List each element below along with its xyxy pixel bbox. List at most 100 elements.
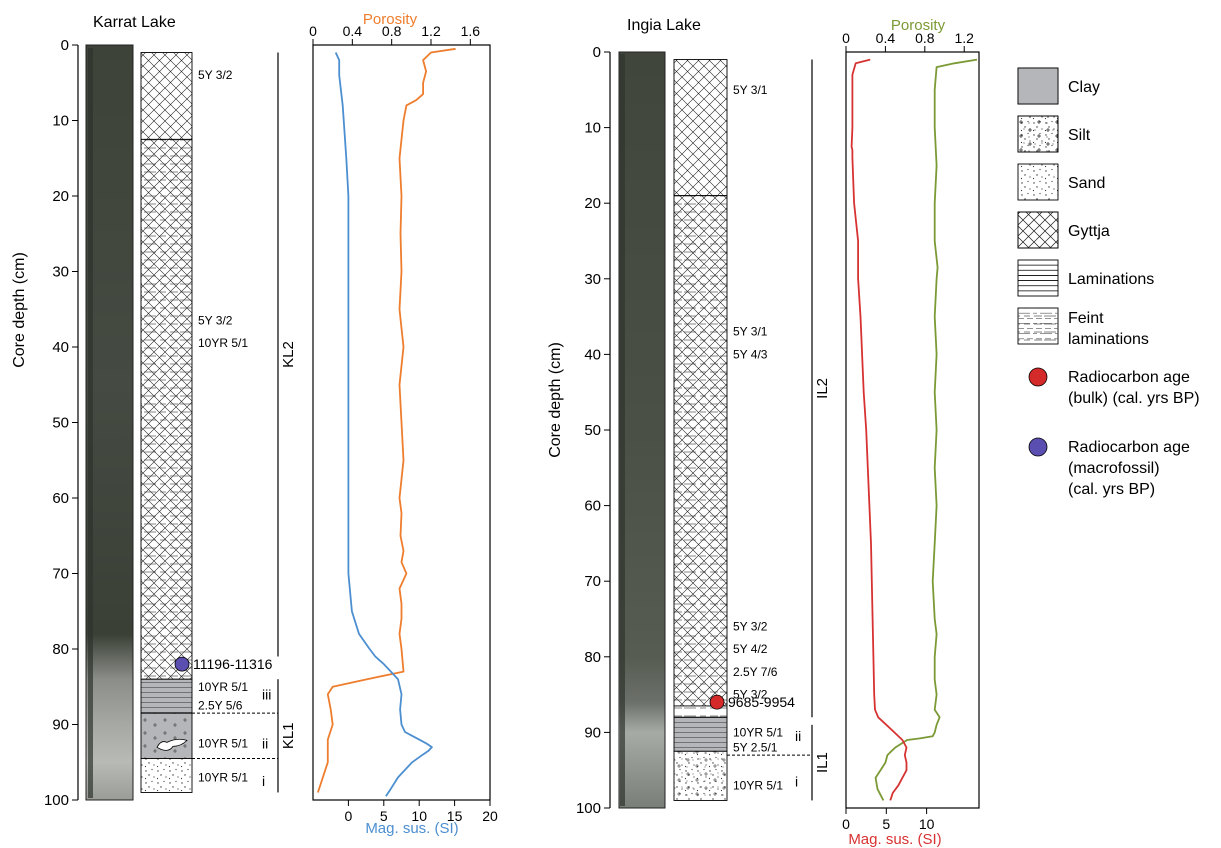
depth-axis-karrat: 0 10 20 30 40 50 60 70 80 90 100 Core depth (cm): [11, 37, 79, 809]
legend-label-line: Radiocarbon age: [1068, 369, 1190, 386]
unit-label: KL2: [280, 341, 297, 368]
date-label: 9685-9954: [728, 694, 795, 710]
depth-tick-label: 80: [584, 649, 601, 666]
legend-label-silt: Silt: [1068, 127, 1091, 144]
facies-gyttja_feint-layer-1: [674, 195, 727, 706]
legend-label-line: laminations: [1068, 331, 1149, 348]
radiocarbon-dates-ingia: 9685-9954: [709, 694, 795, 710]
subunit-label: iii: [262, 686, 271, 702]
site-title-karrat: Karrat Lake: [93, 14, 176, 31]
depth-tick-label: 100: [576, 800, 601, 817]
plot-series-ingia: [850, 58, 978, 801]
porosity-tick-label: 0: [842, 30, 850, 46]
depth-tick-label: 40: [52, 339, 69, 356]
depth-tick-label: 10: [584, 120, 601, 137]
facies-gyttja_feint-layer-1: [141, 139, 192, 680]
porosity-tick-label: 0.4: [343, 23, 363, 39]
depth-tick-label: 60: [52, 490, 69, 507]
plot-karrat: Porosity Mag. sus. (SI) 0 0.4 0.8 1.2 1.6 0 5 1…: [309, 11, 498, 837]
core-photo-karrat: [85, 44, 134, 801]
legend-swatch-feint-layer-0: [1018, 308, 1058, 344]
legend-swatch-sand-layer-0: [1018, 164, 1058, 200]
depth-ticks-karrat: 0 10 20 30 40 50 60 70 80 90 100: [44, 37, 78, 809]
magsus-tick-label: 15: [447, 808, 463, 824]
legend-label-sand: Sand: [1068, 175, 1105, 192]
depth-tick-label: 100: [44, 792, 69, 809]
depth-axis-label-karrat: Core depth (cm): [11, 252, 28, 368]
porosity-tick-label: 0.8: [915, 30, 935, 46]
facies-clay_silt-layer-1: [141, 713, 192, 759]
legend-label-feint: Feint laminations: [1068, 310, 1149, 348]
porosity-axis-title-karrat: Porosity: [363, 11, 418, 28]
colour-code: 5Y 3/2: [733, 620, 768, 634]
subunit-label: ii: [795, 728, 801, 744]
plot-series-karrat: [317, 47, 456, 797]
legend-label-line: Radiocarbon age: [1068, 439, 1190, 456]
magsus-axis-title-karrat: Mag. sus. (SI): [365, 820, 458, 837]
legend-label-line: Sand: [1068, 175, 1105, 192]
legend-swatch-laminations-outline: [1017, 259, 1059, 297]
legend-label-clay: Clay: [1068, 79, 1100, 96]
unit-label: KL1: [280, 722, 297, 749]
legend-label-bulk: Radiocarbon age (bulk) (cal. yrs BP): [1068, 369, 1200, 407]
legend: Clay Silt Sand Gyttja Laminations Feint lamina…: [1017, 67, 1200, 498]
date-marker: [709, 694, 725, 710]
depth-tick-label: 90: [52, 717, 69, 734]
depth-ticks-ingia: 0 10 20 30 40 50 60 70 80 90 100: [576, 44, 610, 817]
lithology-log-karrat: [140, 52, 193, 793]
porosity-tick-label: 0: [309, 23, 317, 39]
depth-tick-label: 80: [52, 641, 69, 658]
colour-code: 5Y 3/2: [733, 688, 768, 702]
legend-marker-macrofossil: [1028, 437, 1048, 457]
depth-tick-label: 20: [52, 188, 69, 205]
depth-tick-label: 70: [52, 566, 69, 583]
plot-ticks-ingia: 0 0.4 0.8 1.2 0 5 10: [842, 30, 974, 832]
porosity-tick-label: 1.6: [461, 23, 481, 39]
porosity-tick-label: 1.2: [954, 30, 974, 46]
magsus-tick-label: 10: [411, 808, 427, 824]
date-label: 11196-11316: [193, 656, 273, 672]
depth-tick-label: 50: [52, 415, 69, 432]
depth-tick-label: 20: [584, 195, 601, 212]
porosity-axis-title-ingia: Porosity: [891, 17, 946, 34]
core-photo-ingia: [618, 51, 666, 809]
magsus-line: [334, 52, 433, 797]
legend-label-line: (macrofossil): [1068, 460, 1160, 477]
facies-sand-layer-0: [141, 758, 192, 793]
depth-axis-label-ingia: Core depth (cm): [547, 342, 564, 458]
magsus-axis-title-ingia: Mag. sus. (SI): [848, 831, 941, 848]
legend-label-line: (bulk) (cal. yrs BP): [1068, 390, 1200, 407]
colour-code: 5Y 3/1: [733, 325, 768, 339]
plot-frame-karrat: [312, 44, 491, 801]
legend-swatch-sand-outline: [1017, 163, 1059, 201]
date-marker: [174, 656, 190, 672]
facies-silt-layer-1: [674, 751, 727, 801]
plot-frame-ingia: [845, 51, 980, 809]
legend-label-laminations: Laminations: [1068, 271, 1154, 288]
subunit-label: ii: [262, 735, 268, 751]
subunit-label: i: [795, 774, 798, 790]
depth-tick-label: 0: [593, 44, 601, 61]
porosity-tick-label: 0.8: [382, 23, 402, 39]
colour-code: 10YR 5/1: [198, 736, 248, 750]
magsus-tick-label: 20: [482, 808, 498, 824]
depth-tick-label: 60: [584, 498, 601, 515]
legend-swatch-gyttja-fill: [1017, 211, 1059, 249]
porosity-tick-label: 0.4: [876, 30, 896, 46]
depth-tick-label: 40: [584, 346, 601, 363]
porosity-line: [874, 58, 978, 801]
magsus-tick-label: 5: [882, 816, 890, 832]
legend-marker-bulk: [1028, 367, 1048, 387]
facies-silt-outline: [673, 750, 728, 801]
legend-label-line: (cal. yrs BP): [1068, 481, 1155, 498]
magsus-tick-label: 0: [345, 808, 353, 824]
site-title-ingia: Ingia Lake: [627, 17, 701, 34]
depth-axis-ingia: 0 10 20 30 40 50 60 70 80 90 100 Core depth (cm): [547, 44, 611, 817]
depth-tick-label: 0: [61, 37, 69, 54]
depth-tick-label: 10: [52, 113, 69, 130]
magsus-line: [850, 58, 908, 801]
